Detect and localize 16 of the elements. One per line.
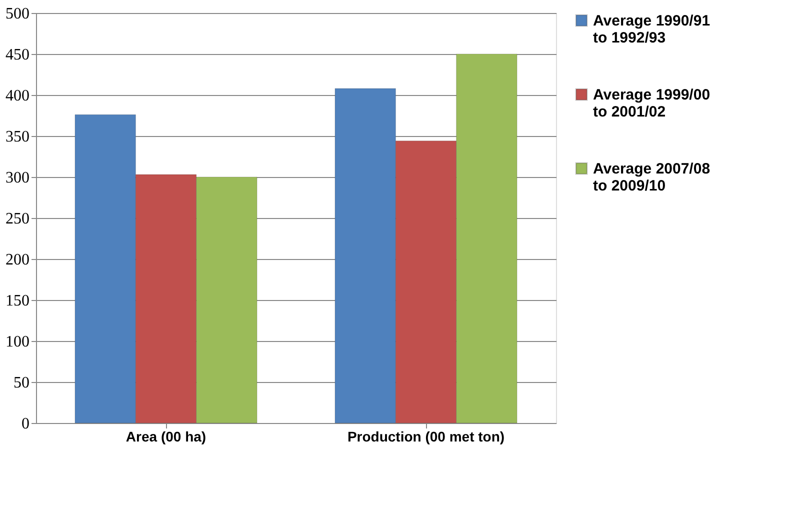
y-tick-label: 0: [22, 416, 30, 432]
y-tick-label: 500: [6, 6, 30, 22]
legend-label: Average 1999/00 to 2001/02: [593, 86, 710, 120]
legend-label: Average 1990/91 to 1992/93: [593, 12, 710, 46]
x-tick-label: Area (00 ha): [126, 428, 206, 444]
y-tick-label: 150: [6, 292, 30, 310]
y-tick-label: 250: [6, 210, 30, 228]
y-tick-label: 400: [6, 88, 30, 104]
x-tick-label: Production (00 met ton): [347, 428, 505, 444]
y-tick-label: 350: [6, 128, 30, 146]
legend-label: Average 2007/08 to 2009/10: [593, 160, 710, 194]
y-tick-label: 300: [6, 170, 30, 186]
y-tick-label: 200: [6, 252, 30, 268]
y-tick-label: 450: [6, 46, 30, 64]
y-tick-label: 50: [14, 374, 30, 392]
y-tick-label: 100: [6, 334, 30, 350]
